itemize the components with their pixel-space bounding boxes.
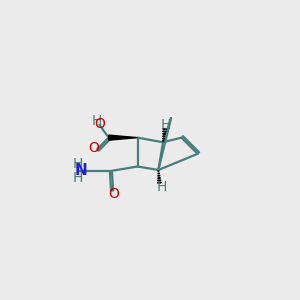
Text: H: H [73, 171, 83, 185]
Text: H: H [161, 118, 171, 132]
Text: H: H [92, 114, 102, 128]
Text: O: O [108, 187, 119, 201]
Text: O: O [88, 142, 99, 155]
Text: O: O [95, 118, 106, 131]
Text: N: N [75, 163, 88, 178]
Polygon shape [109, 135, 138, 140]
Text: H: H [157, 180, 167, 194]
Text: H: H [73, 157, 83, 171]
